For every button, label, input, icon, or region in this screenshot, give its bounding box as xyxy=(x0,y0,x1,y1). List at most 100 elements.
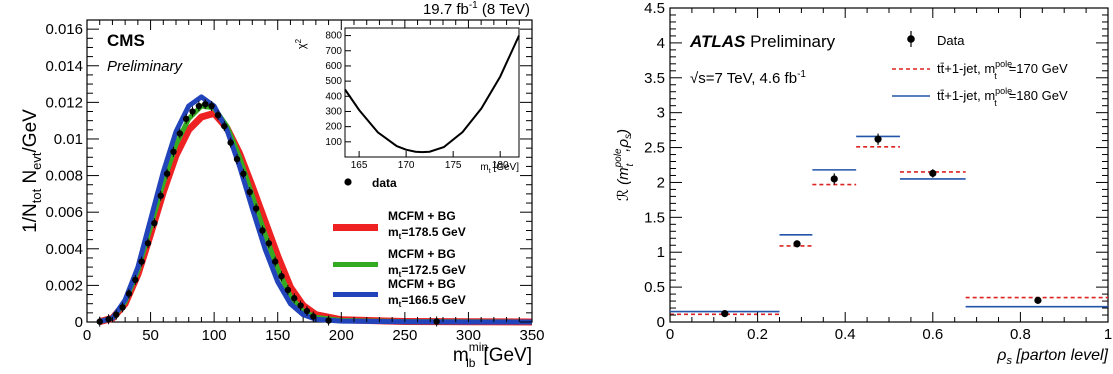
cms-experiment-label: CMS xyxy=(107,31,145,50)
atlas-x-ticks: 0 0.2 0.4 0.6 0.8 1 xyxy=(666,8,1112,343)
legend-166-line1: MCFM + BG xyxy=(388,277,456,291)
data-point xyxy=(105,316,112,323)
legend-166-line2: mt=166.5 GeV xyxy=(388,293,466,309)
y-tick-label: 0.014 xyxy=(45,58,83,75)
y-tick-label: 0.006 xyxy=(45,204,83,221)
x-tick-label: 250 xyxy=(392,327,417,344)
data-point xyxy=(163,170,171,177)
inset-y-tick-label: 600 xyxy=(325,61,342,72)
legend-data-marker xyxy=(344,178,352,186)
inset-ticks: 165 170 175 180 100 200 300 400 500 600 700 800 xyxy=(325,31,509,171)
cms-chart: 0 50 100 150 200 250 300 350 0 0.002 0.004 0.006 0.… xyxy=(20,0,545,370)
atlas-prediction-bins xyxy=(670,135,1108,316)
data-point xyxy=(113,311,120,318)
atlas-y-axis-label: ℛ (mpolet,ρs) xyxy=(613,129,636,201)
y-tick-label: 0.5 xyxy=(644,279,665,296)
data-point xyxy=(182,115,190,123)
y-tick-label: 3 xyxy=(657,105,665,122)
inset-y-tick-label: 100 xyxy=(325,137,342,148)
inset-x-tick-label: 165 xyxy=(351,160,368,171)
data-point xyxy=(221,122,228,130)
data-point xyxy=(233,155,241,163)
cms-status-label: Preliminary xyxy=(107,58,184,75)
x-tick-label: 300 xyxy=(456,327,481,344)
atlas-legend: Data tt̄+1-jet, mpole t =170 GeV tt̄+1-jet… xyxy=(892,31,1068,108)
legend-swatch-172 xyxy=(333,262,378,267)
atlas-status-label: Preliminary xyxy=(750,32,836,51)
y-tick-label: 0.008 xyxy=(45,168,83,185)
data-point xyxy=(151,219,158,227)
inset-y-tick-label: 700 xyxy=(325,46,342,57)
x-tick-label: 50 xyxy=(142,327,159,344)
y-tick-label: 4.5 xyxy=(644,0,665,17)
y-tick-label: 1.5 xyxy=(644,209,665,226)
inset-frame xyxy=(344,27,520,158)
inset-x-tick-label: 180 xyxy=(492,160,509,171)
y-tick-label: 2.5 xyxy=(644,140,665,157)
data-point xyxy=(176,130,184,137)
atlas-y-ticks: 0 0.5 1 1.5 2 2.5 3 3.5 4 4.5 xyxy=(644,0,1108,331)
data-point xyxy=(874,135,882,143)
inset-y-tick-label: 400 xyxy=(325,91,342,102)
data-point xyxy=(138,258,145,265)
x-tick-label: 0.2 xyxy=(747,326,768,343)
data-point xyxy=(157,192,164,199)
inset-y-tick-label: 200 xyxy=(325,122,342,133)
data-point xyxy=(214,111,222,119)
data-point xyxy=(278,273,285,280)
y-tick-label: 1 xyxy=(657,244,665,261)
atlas-chart: 0 0.2 0.4 0.6 0.8 1 0 0.5 1 1.5 2 2.5 3 3.5 4 4.5 ATLA… xyxy=(613,0,1112,367)
x-tick-label: 0 xyxy=(666,326,674,343)
y-tick-label: 0 xyxy=(657,314,665,331)
data-point xyxy=(208,102,215,110)
data-point xyxy=(252,205,260,212)
inset-y-tick-label: 500 xyxy=(325,76,342,87)
y-tick-label: 0.016 xyxy=(45,21,83,38)
x-tick-label: 350 xyxy=(519,327,544,344)
data-point xyxy=(793,240,801,248)
cms-y-axis-label: 1/Ntot Nevt/GeV xyxy=(20,109,44,233)
y-tick-label: 2 xyxy=(657,174,665,191)
x-tick-label: 200 xyxy=(329,327,354,344)
data-point xyxy=(721,310,729,318)
inset-x-tick-label: 175 xyxy=(445,160,462,171)
cms-legend: data MCFM + BG mt=178.5 GeV MCFM + BG mt… xyxy=(333,176,466,309)
cms-plot-frame xyxy=(86,19,533,323)
atlas-title: ATLAS Preliminary xyxy=(689,32,836,51)
legend-178-line1: MCFM + BG xyxy=(388,209,456,223)
legend-data-label: data xyxy=(372,176,397,190)
x-tick-label: 0 xyxy=(83,327,91,344)
atlas-energy-lumi: √s=7 TeV, 4.6 fb-1 xyxy=(690,69,806,87)
y-tick-label: 0.01 xyxy=(54,131,83,148)
data-point xyxy=(310,313,317,320)
data-point xyxy=(119,304,126,311)
data-point xyxy=(227,139,234,146)
data-point xyxy=(265,240,273,247)
y-tick-label: 0.002 xyxy=(45,277,83,294)
y-tick-label: 0 xyxy=(75,314,83,331)
inset-y-tick-label: 800 xyxy=(325,31,342,42)
inset-y-label: χ2 xyxy=(294,38,308,49)
legend-data-marker xyxy=(907,35,915,43)
inset-x-tick-label: 170 xyxy=(398,160,415,171)
data-point xyxy=(170,148,177,155)
data-point xyxy=(202,100,209,108)
inset-y-tick-label: 300 xyxy=(325,106,342,117)
atlas-data-points xyxy=(721,133,1042,318)
data-point xyxy=(240,170,247,177)
data-point xyxy=(291,295,298,302)
data-point xyxy=(144,240,152,247)
data-point xyxy=(433,318,440,325)
data-point xyxy=(929,169,937,177)
atlas-plot-frame xyxy=(669,7,1109,323)
data-point xyxy=(271,258,279,265)
cms-data-points xyxy=(96,99,440,327)
cms-y-ticks: 0 0.002 0.004 0.006 0.008 0.01 0.012 0.014 0.016 xyxy=(45,19,532,331)
data-point xyxy=(1034,296,1042,304)
x-tick-label: 0.8 xyxy=(1010,326,1031,343)
cms-lumi-label: 19.7 fb-1 (8 TeV) xyxy=(423,0,530,18)
cms-x-axis-label: mmin lb [GeV] xyxy=(453,340,532,370)
data-point xyxy=(195,102,203,110)
